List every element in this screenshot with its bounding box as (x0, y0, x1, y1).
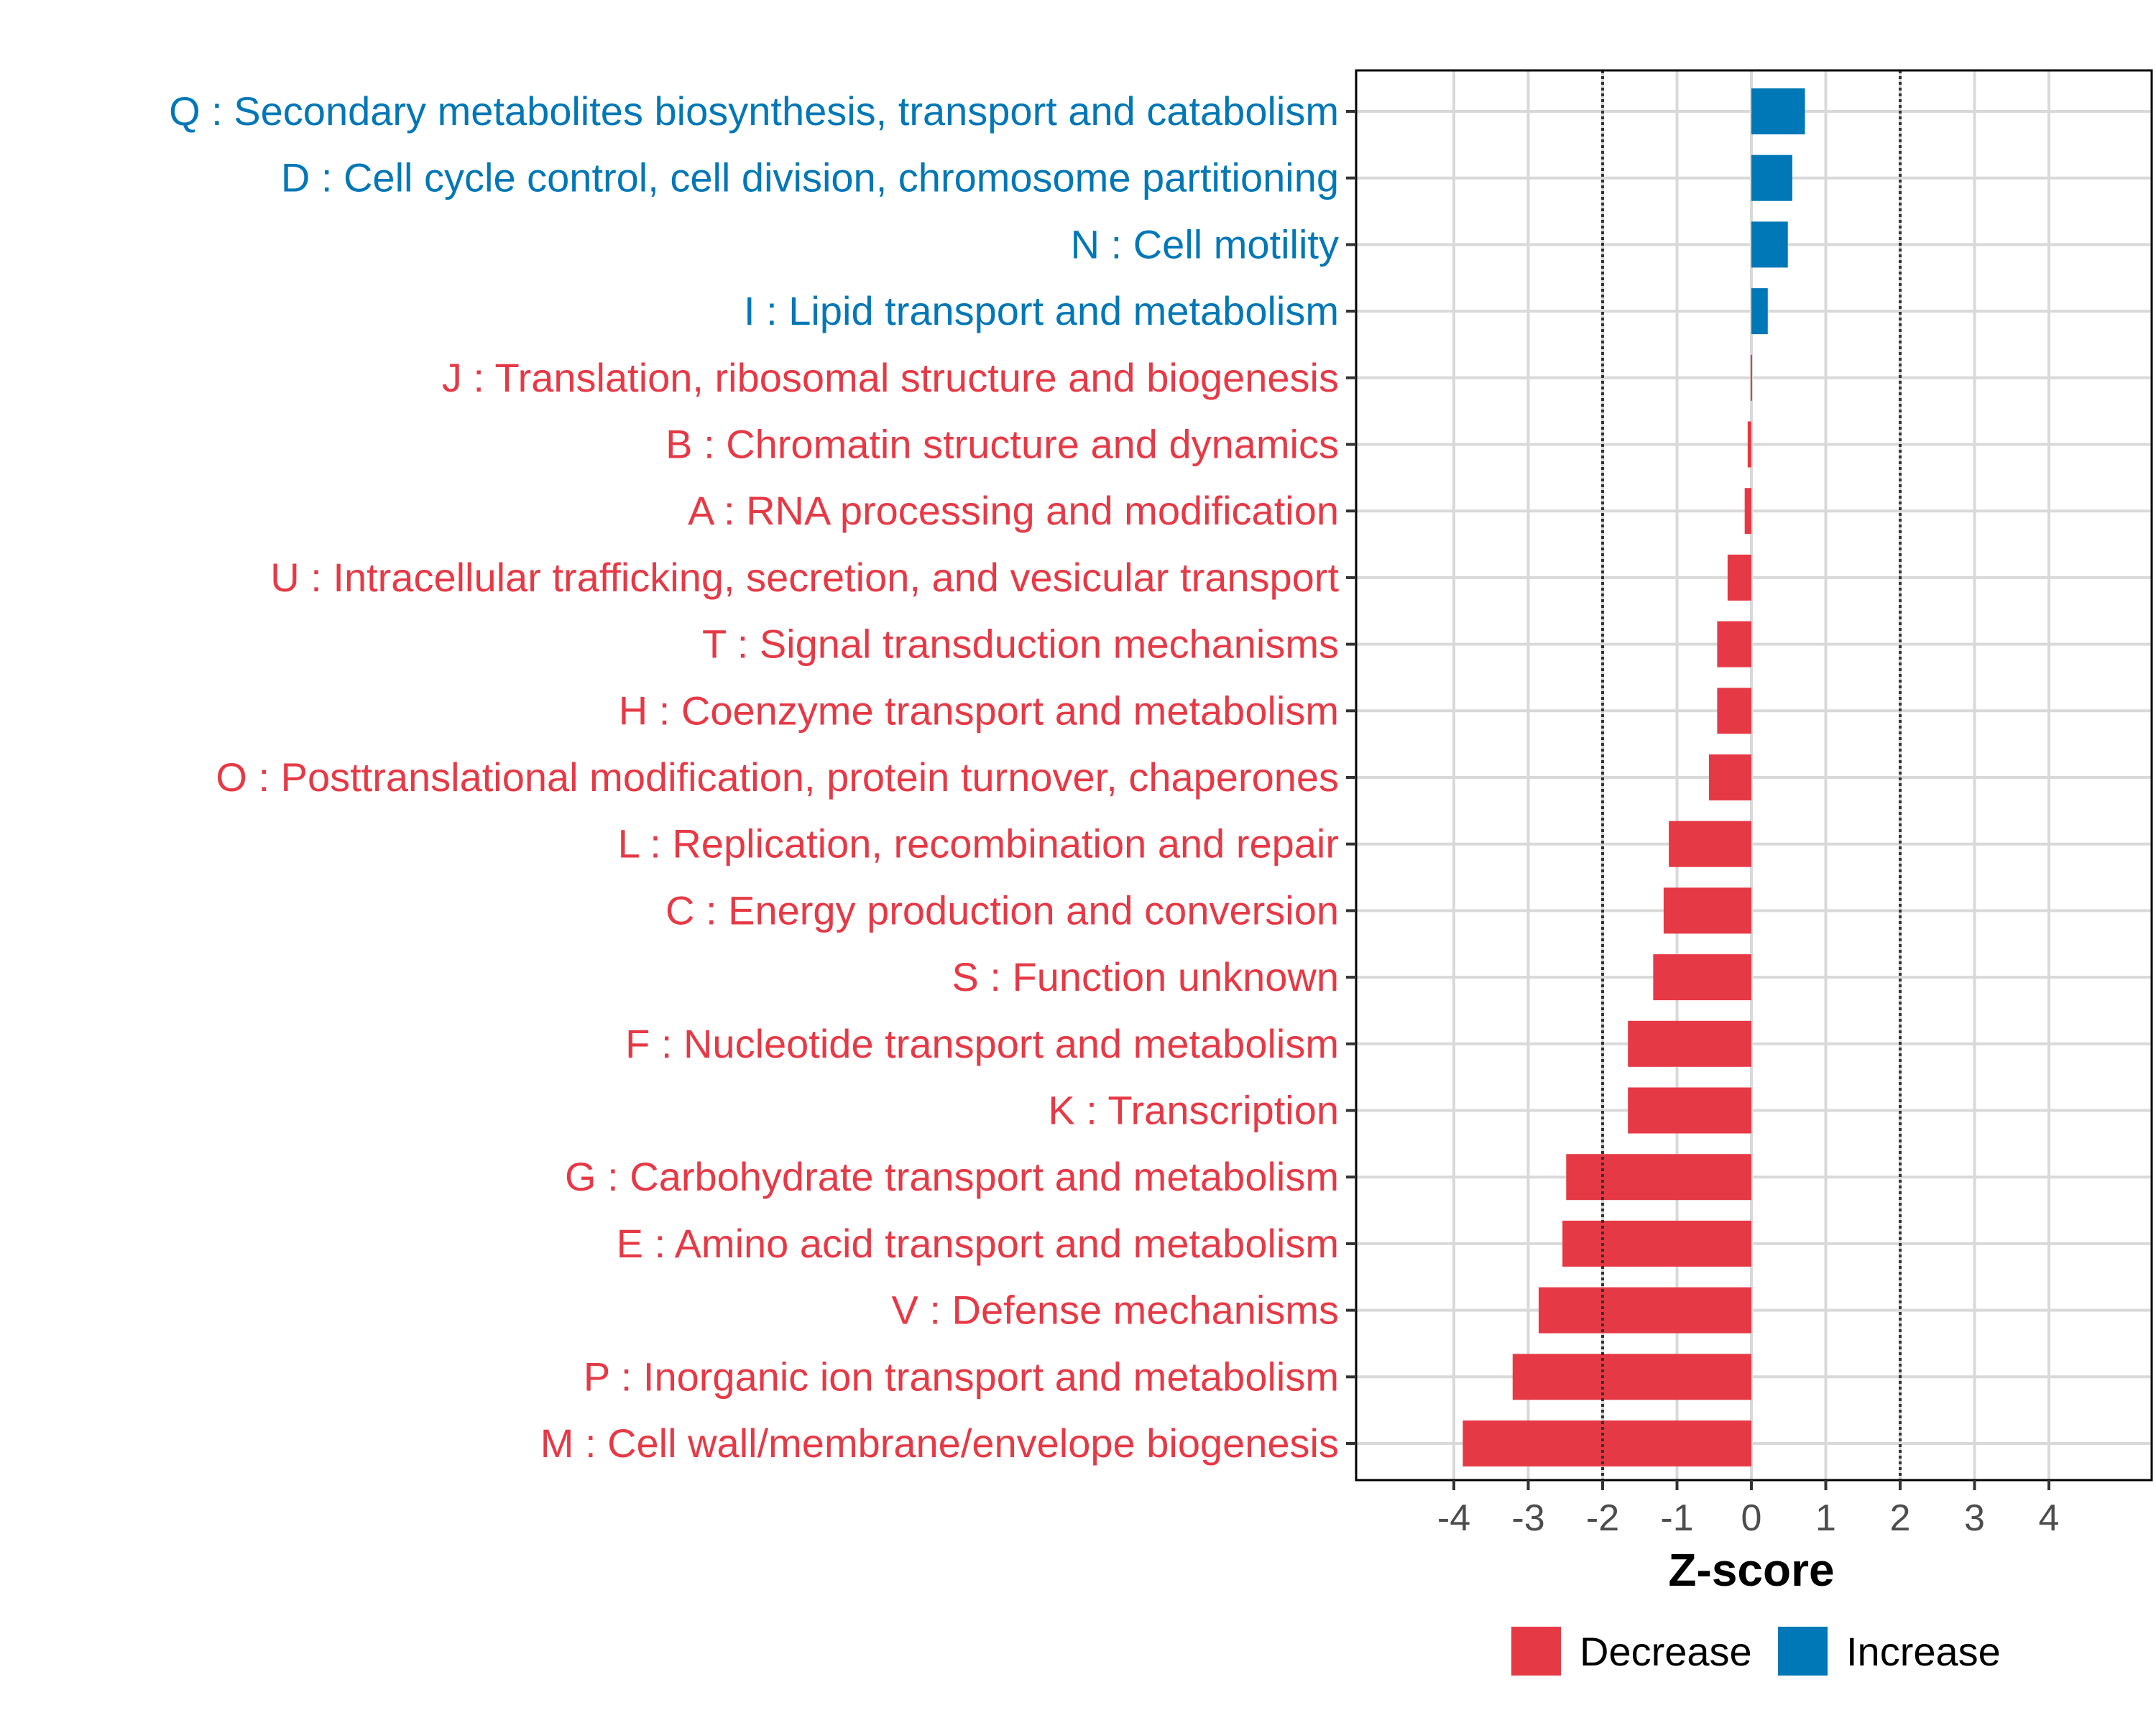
bar (1727, 554, 1751, 601)
x-axis-title: Z-score (1668, 1544, 1834, 1596)
category-label: A : RNA processing and modification (688, 488, 1339, 533)
x-tick-label: 3 (1964, 1497, 1985, 1539)
category-label: S : Function unknown (952, 954, 1339, 999)
category-label: B : Chromatin structure and dynamics (665, 422, 1339, 467)
bar (1462, 1420, 1751, 1466)
legend-key (1778, 1627, 1828, 1676)
category-label: J : Translation, ribosomal structure and… (442, 355, 1339, 400)
bar (1512, 1354, 1751, 1400)
bar (1538, 1287, 1751, 1334)
category-label: H : Coenzyme transport and metabolism (619, 688, 1339, 733)
x-tick-label: 0 (1741, 1497, 1762, 1539)
category-label: L : Replication, recombination and repai… (618, 821, 1339, 867)
bar (1566, 1154, 1751, 1201)
bar (1717, 621, 1751, 667)
x-tick-label: 4 (2039, 1497, 2060, 1539)
category-label: P : Inorganic ion transport and metaboli… (584, 1354, 1339, 1399)
bar (1709, 754, 1751, 800)
bar (1744, 488, 1751, 535)
category-label: E : Amino acid transport and metabolism (617, 1221, 1339, 1266)
bar (1751, 221, 1788, 268)
x-tick-label: 1 (1815, 1497, 1836, 1539)
bar (1669, 821, 1751, 867)
legend-key (1511, 1627, 1561, 1676)
category-label: U : Intracellular trafficking, secretion… (270, 555, 1339, 600)
category-label: K : Transcription (1048, 1088, 1339, 1133)
plot-panel (1356, 70, 2152, 1480)
x-tick-label: -2 (1586, 1497, 1619, 1539)
category-label: F : Nucleotide transport and metabolism (625, 1021, 1339, 1066)
bar (1747, 421, 1751, 468)
x-tick-label: 2 (1890, 1497, 1911, 1539)
bar (1663, 887, 1751, 934)
x-tick-label: -3 (1511, 1497, 1544, 1539)
bar (1653, 954, 1751, 1001)
x-tick-label: -4 (1437, 1497, 1470, 1539)
panel-border (1355, 69, 2153, 1482)
bar (1628, 1020, 1751, 1067)
bar (1751, 154, 1792, 201)
category-label: D : Cell cycle control, cell division, c… (281, 155, 1339, 200)
bar (1751, 288, 1768, 335)
category-label: V : Defense mechanisms (892, 1288, 1339, 1333)
category-label: N : Cell motility (1071, 221, 1339, 267)
bar (1562, 1220, 1751, 1267)
category-label: T : Signal transduction mechanisms (702, 622, 1339, 667)
bar (1628, 1087, 1751, 1134)
bar (1750, 354, 1752, 401)
category-label: M : Cell wall/membrane/envelope biogenes… (540, 1420, 1339, 1466)
bar (1751, 88, 1805, 134)
category-label: I : Lipid transport and metabolism (744, 288, 1339, 333)
category-label: O : Posttranslational modification, prot… (216, 754, 1339, 800)
bar (1717, 688, 1751, 734)
category-label: G : Carbohydrate transport and metabolis… (565, 1154, 1339, 1199)
legend-label: Increase (1846, 1629, 2001, 1674)
category-label: C : Energy production and conversion (665, 887, 1339, 933)
legend-label: Decrease (1580, 1629, 1752, 1674)
category-label: Q : Secondary metabolites biosynthesis, … (169, 88, 1339, 134)
x-tick-label: -1 (1660, 1497, 1693, 1539)
